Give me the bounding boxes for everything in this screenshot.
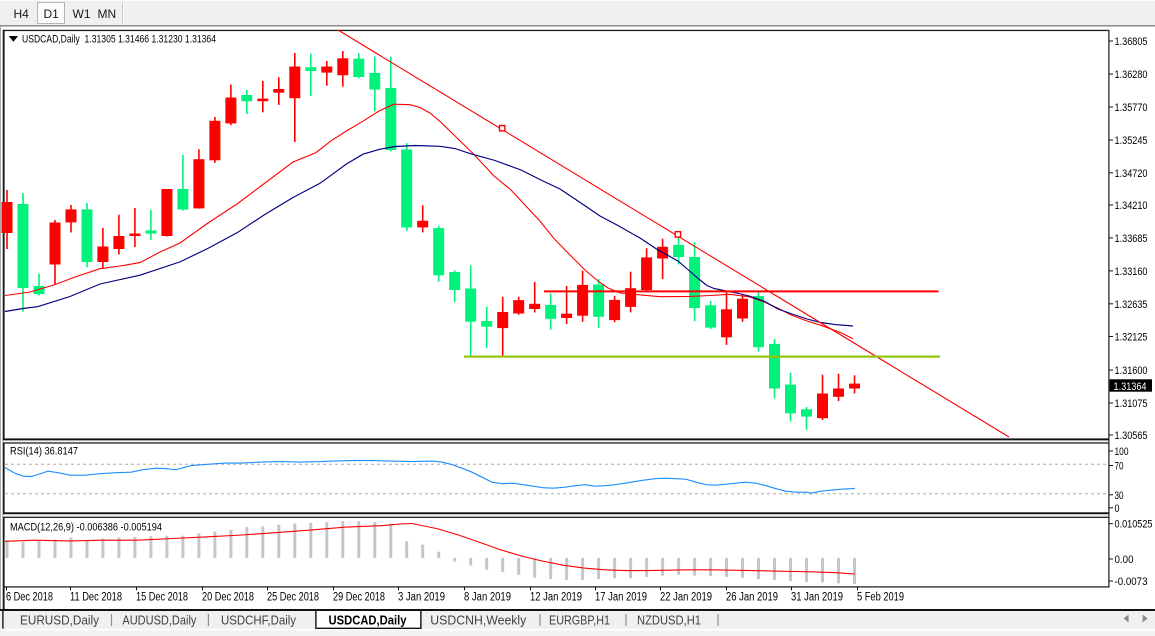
svg-text:D1: D1 (44, 7, 60, 21)
svg-text:6 Dec 2018: 6 Dec 2018 (6, 592, 53, 604)
svg-text:1.35245: 1.35245 (1115, 135, 1148, 147)
svg-text:USDCAD,Daily: USDCAD,Daily (329, 613, 408, 628)
svg-text:EURUSD,Daily: EURUSD,Daily (20, 613, 99, 628)
svg-text:0: 0 (1115, 503, 1120, 515)
svg-text:USDCAD,Daily 1.31305 1.31466: USDCAD,Daily 1.31305 1.31466 1.31230 1.3… (22, 33, 216, 45)
svg-text:12 Jan 2019: 12 Jan 2019 (530, 592, 582, 604)
svg-text:1.30565: 1.30565 (1115, 430, 1148, 442)
svg-text:1.31364: 1.31364 (1114, 381, 1147, 393)
svg-text:29 Dec 2018: 29 Dec 2018 (333, 592, 385, 604)
svg-text:-0.0073: -0.0073 (1115, 576, 1148, 588)
svg-text:20 Dec 2018: 20 Dec 2018 (202, 592, 254, 604)
svg-text:NZDUSD,H1: NZDUSD,H1 (637, 613, 701, 628)
svg-text:MACD(12,26,9) -0.006386 -0.005: MACD(12,26,9) -0.006386 -0.005194 (10, 522, 162, 534)
svg-text:1.35770: 1.35770 (1115, 102, 1148, 114)
svg-text:8 Jan 2019: 8 Jan 2019 (464, 592, 511, 604)
svg-text:70: 70 (1115, 461, 1124, 473)
svg-text:3 Jan 2019: 3 Jan 2019 (398, 592, 445, 604)
svg-text:25 Dec 2018: 25 Dec 2018 (267, 592, 319, 604)
svg-text:15 Dec 2018: 15 Dec 2018 (136, 592, 188, 604)
svg-text:17 Jan 2019: 17 Jan 2019 (595, 592, 647, 604)
svg-text:1.32125: 1.32125 (1115, 332, 1148, 344)
svg-text:W1: W1 (73, 7, 91, 21)
svg-text:RSI(14) 36.8147: RSI(14) 36.8147 (10, 446, 78, 458)
svg-text:11 Dec 2018: 11 Dec 2018 (70, 592, 122, 604)
svg-text:MN: MN (98, 7, 117, 21)
svg-text:USDCNH,Weekly: USDCNH,Weekly (430, 613, 526, 628)
svg-text:1.31600: 1.31600 (1115, 365, 1148, 377)
svg-text:1.32635: 1.32635 (1115, 299, 1148, 311)
svg-text:USDCHF,Daily: USDCHF,Daily (221, 613, 296, 628)
svg-text:26 Jan 2019: 26 Jan 2019 (726, 592, 778, 604)
svg-text:EURGBP,H1: EURGBP,H1 (549, 613, 610, 628)
svg-text:1.36805: 1.36805 (1115, 36, 1148, 48)
svg-text:22 Jan 2019: 22 Jan 2019 (660, 592, 712, 604)
svg-text:AUDUSD,Daily: AUDUSD,Daily (122, 613, 196, 628)
svg-text:31 Jan 2019: 31 Jan 2019 (791, 592, 843, 604)
svg-text:0.010525: 0.010525 (1115, 519, 1153, 531)
svg-text:1.33685: 1.33685 (1115, 233, 1148, 245)
svg-text:5 Feb 2019: 5 Feb 2019 (857, 592, 904, 604)
svg-text:1.31075: 1.31075 (1115, 398, 1148, 410)
svg-text:1.34720: 1.34720 (1115, 168, 1148, 180)
svg-text:30: 30 (1115, 490, 1124, 502)
svg-text:0.00: 0.00 (1115, 554, 1134, 566)
svg-text:1.34210: 1.34210 (1115, 200, 1148, 212)
svg-text:1.36280: 1.36280 (1115, 69, 1148, 81)
svg-text:100: 100 (1115, 446, 1129, 458)
svg-text:1.33160: 1.33160 (1115, 266, 1148, 278)
svg-text:H4: H4 (14, 7, 30, 21)
